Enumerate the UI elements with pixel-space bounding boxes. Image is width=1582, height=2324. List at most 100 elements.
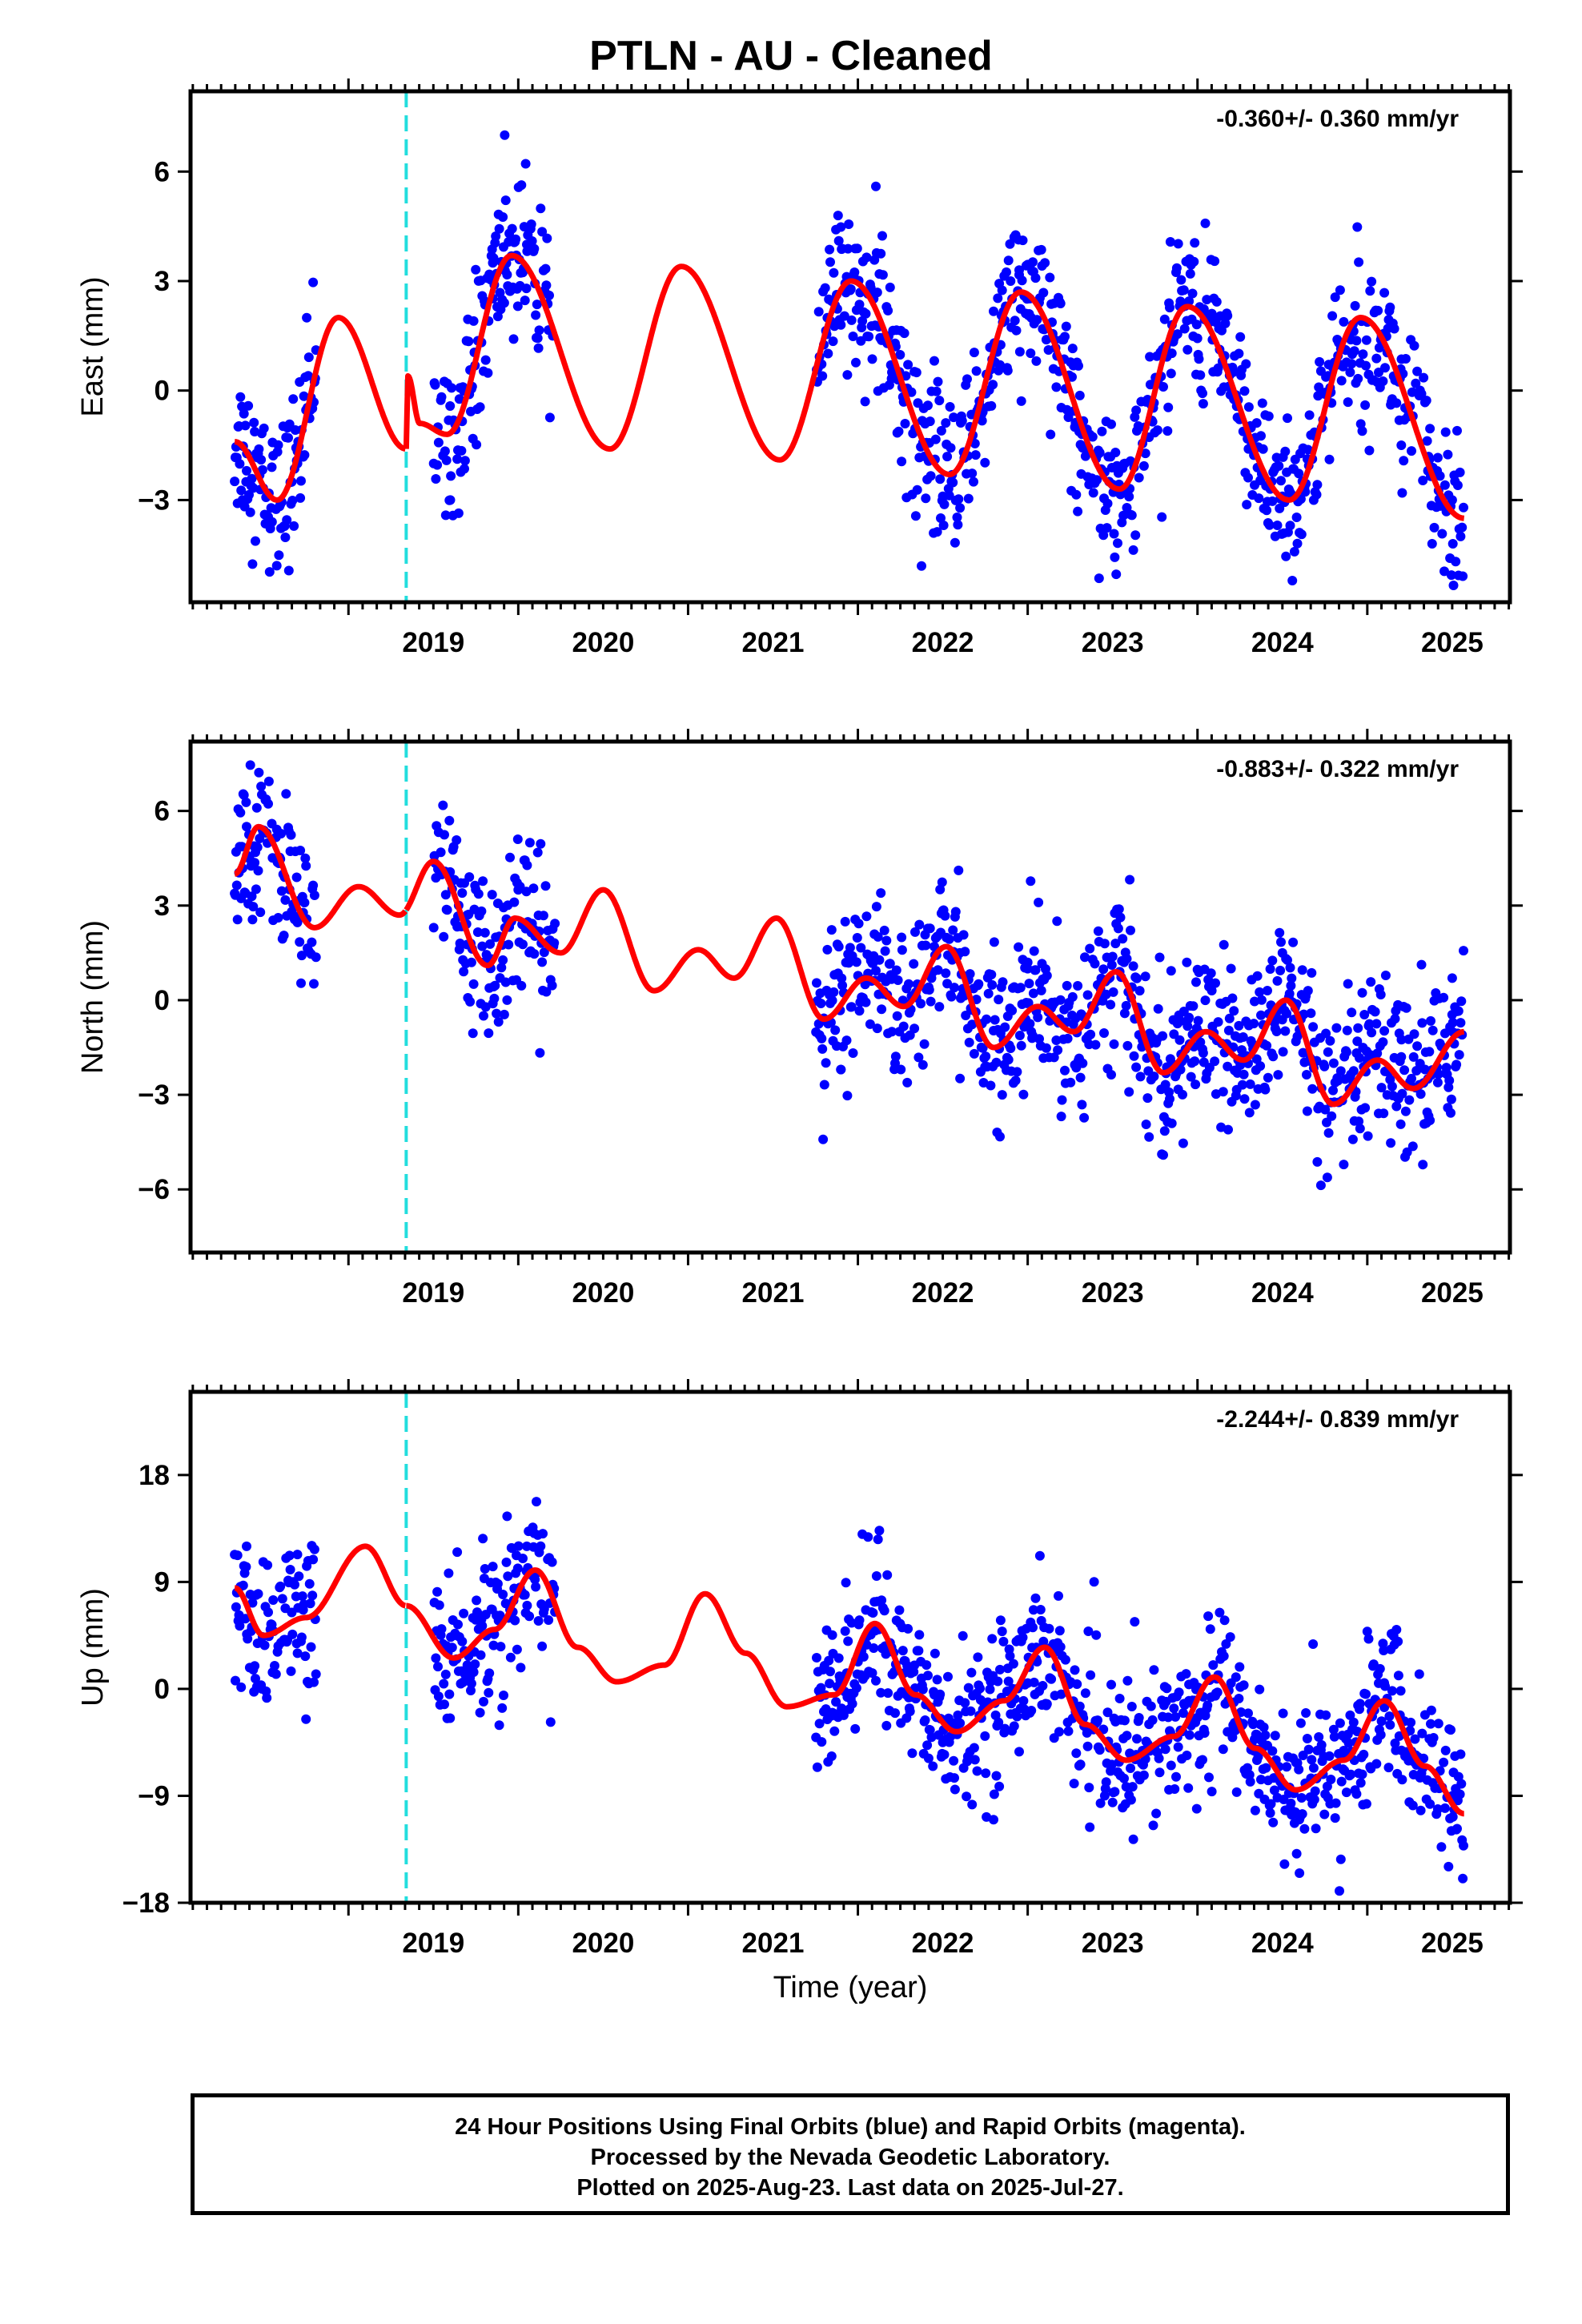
- north-data-point: [1140, 971, 1150, 982]
- east-data-point: [254, 444, 264, 454]
- up-data-point: [966, 1706, 976, 1716]
- up-data-point: [522, 1541, 532, 1551]
- north-data-point: [1379, 1108, 1389, 1119]
- north-data-point: [892, 1011, 902, 1021]
- north-data-point: [1275, 927, 1285, 938]
- up-data-point: [1351, 1789, 1362, 1799]
- up-data-point: [537, 1641, 548, 1651]
- north-data-point: [251, 802, 262, 813]
- up-data-point: [827, 1707, 837, 1718]
- up-data-point: [308, 1554, 319, 1565]
- east-data-point: [432, 460, 443, 470]
- east-data-point: [1257, 398, 1267, 408]
- north-data-point: [1426, 1015, 1435, 1026]
- north-data-point: [898, 1021, 909, 1031]
- east-data-point: [1094, 573, 1104, 584]
- east-data-point: [1157, 512, 1167, 522]
- north-data-point: [232, 915, 243, 925]
- east-data-point: [1400, 354, 1411, 364]
- north-data-point: [1397, 1088, 1407, 1099]
- north-data-point: [1328, 1058, 1339, 1068]
- east-data-point: [1407, 446, 1416, 456]
- up-y-tick-label: −9: [138, 1780, 170, 1811]
- north-data-point: [955, 1073, 966, 1084]
- north-panel: 6 3 0 −3 −6 2019 2020 2021 2022 2023 2024 2025 North…: [76, 729, 1523, 1309]
- north-data-point: [295, 846, 306, 855]
- north-data-point: [440, 830, 449, 840]
- east-data-point: [488, 258, 498, 268]
- up-data-point: [854, 1615, 865, 1626]
- east-data-point: [1243, 472, 1253, 483]
- east-data-point: [1335, 285, 1345, 296]
- north-data-point: [964, 1037, 974, 1047]
- north-data-point: [1456, 996, 1467, 1007]
- north-data-point: [1224, 1013, 1235, 1023]
- north-data-point: [1029, 946, 1039, 956]
- up-data-point: [466, 1686, 476, 1695]
- up-data-point: [434, 1600, 444, 1610]
- up-data-point: [1134, 1713, 1144, 1723]
- x-axis-title: Time (year): [773, 1971, 928, 2004]
- up-data-point: [1215, 1607, 1225, 1618]
- north-data-point: [1298, 1047, 1308, 1058]
- up-data-point: [1309, 1795, 1319, 1805]
- up-data-point: [275, 1581, 286, 1591]
- up-data-point: [850, 1723, 861, 1734]
- east-data-point: [1131, 405, 1142, 416]
- north-data-point: [1287, 973, 1297, 983]
- east-data-point: [935, 474, 946, 485]
- east-data-point: [440, 510, 451, 521]
- north-data-point: [1419, 1064, 1430, 1075]
- north-data-point: [1055, 995, 1066, 1005]
- east-data-point: [980, 457, 990, 468]
- north-data-point: [1366, 977, 1376, 987]
- east-data-point: [511, 234, 521, 244]
- up-data-point: [1379, 1703, 1390, 1712]
- north-data-point: [1265, 964, 1275, 974]
- north-data-point: [840, 916, 850, 927]
- east-data-point: [1055, 299, 1066, 308]
- north-data-point: [856, 943, 866, 953]
- up-data-point: [232, 1550, 243, 1561]
- up-data-point: [831, 1697, 841, 1707]
- up-x-tick-label: 2024: [1251, 1928, 1314, 1959]
- up-data-point: [466, 1679, 476, 1689]
- east-data-point: [1111, 569, 1122, 580]
- north-data-point: [1339, 1160, 1349, 1170]
- up-data-point: [881, 1649, 891, 1659]
- up-data-point: [1302, 1734, 1312, 1743]
- up-data-point: [1458, 1873, 1468, 1884]
- north-data-point: [910, 927, 920, 937]
- east-data-point: [1418, 476, 1428, 485]
- east-data-point: [500, 195, 511, 206]
- north-data-point: [1158, 1150, 1168, 1160]
- north-data-point: [1025, 1019, 1035, 1029]
- east-data-point: [829, 267, 839, 278]
- up-data-point: [445, 1713, 456, 1723]
- east-data-point: [1067, 372, 1077, 382]
- east-data-point: [453, 508, 464, 518]
- east-data-point: [1360, 400, 1371, 410]
- north-data-point: [273, 913, 283, 923]
- east-data-point: [271, 561, 282, 571]
- up-data-point: [505, 1652, 516, 1663]
- east-data-point: [1262, 505, 1272, 516]
- north-data-point: [819, 1080, 829, 1090]
- east-data-point: [1210, 256, 1220, 267]
- up-data-point: [1419, 1753, 1429, 1763]
- north-data-point: [987, 979, 998, 990]
- east-data-point: [1452, 480, 1463, 490]
- north-data-point: [516, 980, 527, 991]
- up-data-point: [1245, 1776, 1255, 1787]
- up-data-point: [851, 1683, 861, 1693]
- east-x-tick-label: 2021: [742, 627, 805, 658]
- north-data-point: [1159, 1126, 1170, 1136]
- east-data-point: [1347, 359, 1357, 369]
- up-data-point: [1330, 1813, 1340, 1823]
- north-data-point: [541, 987, 552, 997]
- east-x-tick-label: 2020: [572, 627, 634, 658]
- east-data-point: [969, 476, 978, 487]
- east-data-point: [1031, 356, 1042, 366]
- up-data-point: [1260, 1730, 1271, 1740]
- north-data-point: [513, 885, 524, 895]
